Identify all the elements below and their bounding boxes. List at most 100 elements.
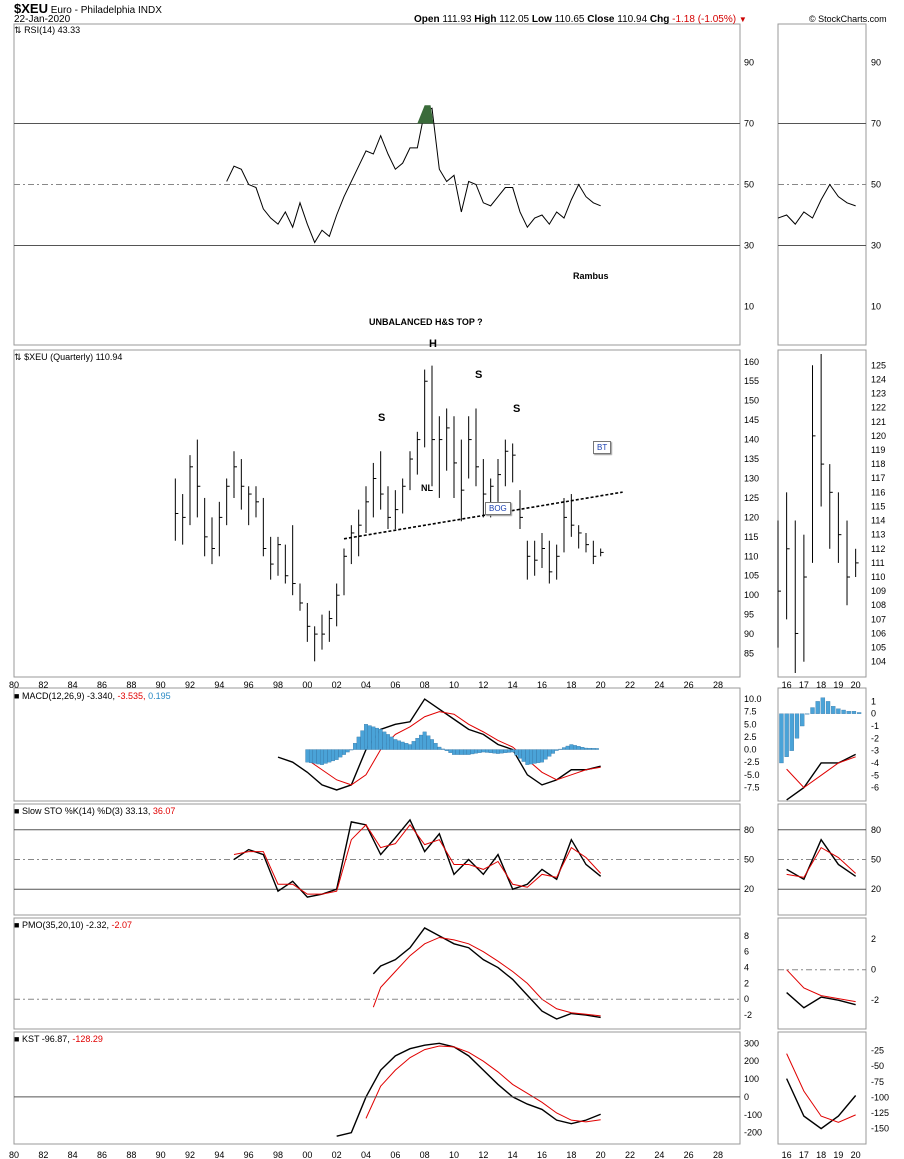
macd-histogram-bar [543, 749, 548, 760]
price-zoom-tick-label: 112 [871, 544, 885, 554]
macd-histogram-bar [532, 749, 537, 764]
macd-histogram-bar [492, 749, 497, 754]
rsi-label: ⇅ RSI(14) 43.33 [14, 25, 81, 35]
macd-histogram-bar [459, 749, 464, 755]
x-axis-label: 28 [713, 1150, 723, 1159]
price-zoom-tick-label: 123 [871, 389, 886, 399]
x-axis-label: 94 [214, 1150, 224, 1159]
right-shoulder-2-label: S [513, 403, 521, 415]
macd-zoom-histogram-bar [810, 707, 815, 714]
macd-histogram-bar [408, 744, 412, 750]
symbol-name: Euro - Philadelphia [50, 5, 136, 16]
price-zoom-tick-label: 109 [871, 586, 886, 596]
macd-histogram-bar [404, 743, 409, 750]
x-axis-label: 96 [244, 1150, 254, 1159]
x-axis-label: 86 [97, 1150, 107, 1159]
macd-histogram-bar [305, 749, 310, 763]
triangle-down-icon: ▼ [738, 15, 747, 24]
macd-zoom-histogram-bar [846, 711, 851, 714]
kst-zoom-tick-label: -50 [871, 1061, 884, 1071]
kst-zoom-tick-label: -150 [871, 1124, 889, 1134]
macd-histogram-bar [448, 749, 453, 753]
x-axis-label: 06 [390, 680, 400, 690]
x-axis-label: 92 [185, 1150, 195, 1159]
sto-label: ■ Slow STO %K(14) %D(3) 33.13, 36.07 [14, 806, 176, 816]
macd-histogram-bar [536, 749, 541, 763]
price-zoom-tick-label: 111 [871, 558, 885, 568]
x-axis-label: 82 [38, 680, 48, 690]
x-axis-label: 26 [684, 1150, 694, 1159]
x-axis-label: 80 [9, 680, 19, 690]
chart-header-title: $XEU Euro - Philadelphia INDX [14, 1, 162, 16]
price-tick-label: 140 [744, 435, 759, 445]
macd-histogram-bar [591, 748, 596, 750]
macd-histogram-bar [386, 734, 390, 750]
macd-histogram-bar [499, 749, 504, 754]
macd-histogram-bar [529, 749, 533, 765]
macd-zoom-histogram-bar [800, 713, 805, 727]
macd-zoom-tick-label: 0 [871, 709, 876, 719]
macd-histogram-bar [488, 749, 493, 753]
macd-histogram-bar [312, 749, 317, 764]
neckline-label: NL [421, 483, 433, 493]
rsi-tick-label: 30 [744, 241, 754, 251]
x-axis-label: 20 [596, 680, 606, 690]
price-zoom-tick-label: 108 [871, 600, 886, 610]
x-axis-zoom-label: 16 [782, 680, 792, 690]
sto-series-line [233, 824, 602, 895]
x-axis-label: 10 [449, 1150, 459, 1159]
right-shoulder-label: S [475, 369, 483, 381]
price-tick-label: 125 [744, 493, 759, 503]
macd-histogram-bar [466, 749, 471, 755]
x-axis-label: 90 [156, 680, 166, 690]
x-axis-label: 16 [537, 680, 547, 690]
pmo-tick-label: 4 [744, 963, 749, 973]
macd-histogram-bar [371, 726, 376, 750]
macd-histogram-bar [565, 745, 570, 750]
x-axis-label: 28 [713, 680, 723, 690]
macd-histogram-bar [334, 749, 339, 760]
bog-callout: BOG [485, 502, 511, 515]
x-axis-zoom-label: 18 [816, 680, 826, 690]
macd-histogram-bar [419, 734, 423, 750]
x-axis-label: 18 [566, 680, 576, 690]
x-axis-label: 98 [273, 1150, 283, 1159]
macd-histogram-bar [455, 749, 460, 755]
macd-histogram-bar [309, 749, 313, 763]
x-axis-label: 00 [302, 680, 312, 690]
macd-histogram-bar [342, 749, 346, 755]
macd-histogram-bar [433, 743, 438, 750]
x-axis-zoom-label: 20 [851, 1150, 861, 1159]
macd-histogram-bar [364, 724, 368, 750]
zoom-frame-pmo [777, 917, 867, 1030]
macd-zoom-histogram-bar [825, 701, 831, 714]
x-axis-label: 96 [244, 680, 254, 690]
rsi-zoom-tick-label: 50 [871, 180, 881, 190]
rsi-zoom-tick-label: 70 [871, 119, 881, 129]
price-tick-label: 115 [744, 532, 758, 542]
macd-histogram-bar [331, 749, 335, 762]
bar-chart-icon: ⇅ [14, 352, 22, 362]
pmo-zoom-tick-label: -2 [871, 995, 879, 1005]
panel-icon: ■ [14, 806, 20, 816]
left-shoulder-label: S [378, 412, 386, 424]
zoom-frame-price [777, 349, 867, 678]
watermark: © StockCharts.com [809, 14, 887, 24]
price-zoom-tick-label: 105 [871, 643, 886, 653]
price-tick-label: 100 [744, 590, 759, 600]
x-axis-label: 12 [478, 1150, 488, 1159]
x-axis-label: 88 [126, 1150, 136, 1159]
macd-zoom-series-line [786, 756, 856, 789]
rsi-tick-label: 10 [744, 302, 754, 312]
macd-zoom-tick-label: -1 [871, 721, 879, 731]
sto-series-line [233, 818, 602, 898]
macd-histogram-bar [415, 738, 420, 750]
pmo-label: ■ PMO(35,20,10) -2.32, -2.07 [14, 920, 133, 930]
x-axis-zoom-label: 16 [782, 1150, 792, 1159]
kst-tick-label: -200 [744, 1128, 762, 1138]
x-axis-label: 08 [420, 680, 430, 690]
macd-tick-label: 0.0 [744, 745, 757, 755]
kst-zoom-series-line [785, 1078, 857, 1130]
price-zoom-tick-label: 104 [871, 657, 886, 667]
price-zoom-tick-label: 124 [871, 374, 886, 384]
